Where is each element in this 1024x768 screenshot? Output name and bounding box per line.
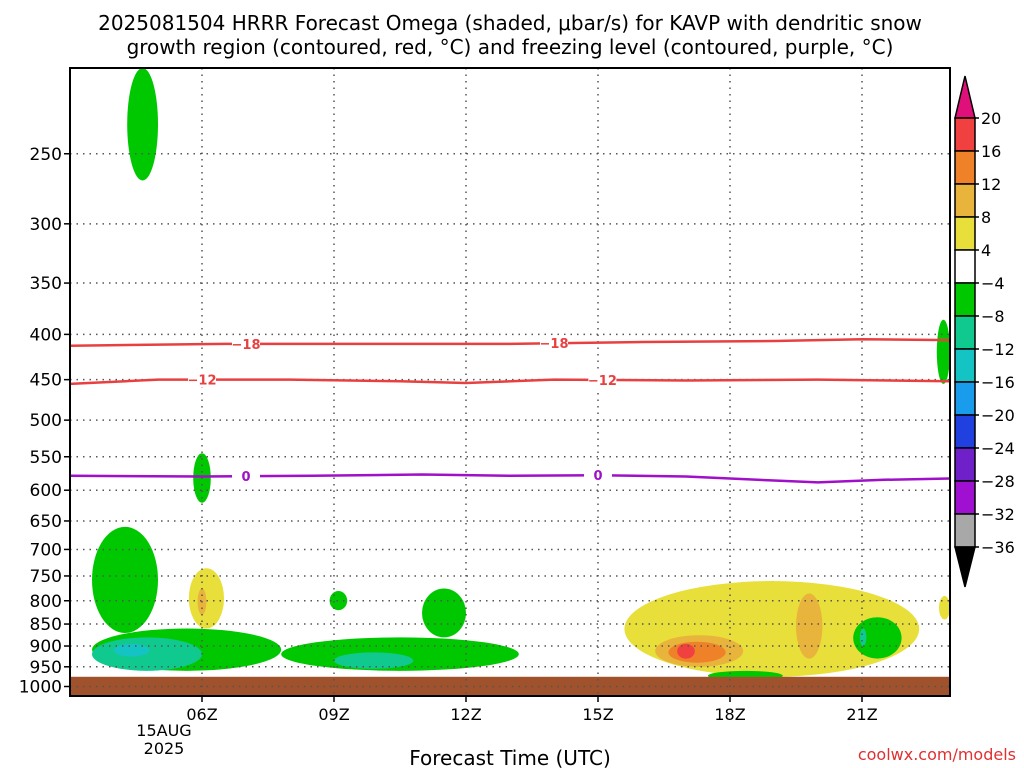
- colorbar-top-arrow: [954, 75, 976, 119]
- contour-label--12: −12: [188, 374, 217, 389]
- x-tick-label-09Z: 09Z: [318, 705, 349, 724]
- date-label-day: 15AUG: [136, 721, 191, 740]
- colorbar-label: 4: [981, 241, 991, 260]
- omega-region-16: [677, 643, 695, 659]
- x-tick-label-06Z: 06Z: [186, 705, 217, 724]
- contour-label--12: −12: [588, 374, 617, 389]
- chart-title-line2: growth region (contoured, red, °C) and f…: [127, 35, 894, 59]
- y-tick-label-950: 950: [30, 658, 62, 678]
- y-tick-label-700: 700: [30, 540, 62, 560]
- y-tick-label-350: 350: [30, 274, 62, 294]
- plot-frame: [69, 67, 951, 697]
- x-tick-label-18Z: 18Z: [714, 705, 745, 724]
- omega-region-2: [92, 526, 158, 633]
- y-tick-label-900: 900: [30, 637, 62, 657]
- omega-region-15: [668, 641, 726, 663]
- y-tick-label-450: 450: [30, 371, 62, 391]
- y-tick-label-500: 500: [30, 411, 62, 431]
- x-tick-label-15Z: 15Z: [582, 705, 613, 724]
- x-axis-title: Forecast Time (UTC): [409, 746, 611, 768]
- chart-title-line1: 2025081504 HRRR Forecast Omega (shaded, …: [98, 11, 922, 35]
- colorbar-band-4_8: [954, 216, 976, 251]
- y-tick-label-850: 850: [30, 615, 62, 635]
- y-tick-label-800: 800: [30, 592, 62, 612]
- colorbar-band-m20_m16: [954, 381, 976, 416]
- colorbar-band-16_20: [954, 117, 976, 152]
- y-tick-label-750: 750: [30, 567, 62, 587]
- y-tick-label-550: 550: [30, 448, 62, 468]
- y-tick-label-250: 250: [30, 145, 62, 165]
- omega-shading: [92, 68, 951, 681]
- contour-label-bg--12-1: [588, 371, 617, 388]
- colorbar-label: −32: [981, 505, 1015, 524]
- y-tick-label-1000: 1000: [19, 678, 62, 698]
- omega-region-21: [939, 595, 950, 620]
- ground-layer: [70, 676, 950, 696]
- contour-label-bg--12-0: [188, 371, 216, 388]
- colorbar: 20 16 12 8 4 −4 −8 −12 −16 −20 −24 −28 −32 −36: [954, 75, 1015, 588]
- contour-label-bg-0-1: [584, 467, 612, 484]
- colorbar-band-m12_m8: [954, 315, 976, 350]
- contour-label--18: −18: [232, 338, 261, 353]
- plot-area: −18 −18 −12 −12 0 0 250 300 350 400 450 500 550 600 6…: [19, 67, 951, 724]
- omega-region-11: [334, 652, 414, 669]
- colorbar-band-m8_m4: [954, 282, 976, 317]
- ground-fill: [70, 676, 950, 696]
- omega-region-20: [936, 319, 951, 384]
- temperature-contours: −18 −18 −12 −12 0 0: [69, 335, 951, 485]
- colorbar-band-m24_m20: [954, 414, 976, 449]
- colorbar-band-12_16: [954, 150, 976, 185]
- omega-region-17: [853, 617, 902, 659]
- colorbar-label: −16: [981, 373, 1015, 392]
- y-tick-label-600: 600: [30, 481, 62, 501]
- colorbar-label: 8: [981, 208, 991, 227]
- colorbar-band-m36_m32: [954, 513, 976, 548]
- y-tick-label-650: 650: [30, 512, 62, 532]
- colorbar-band-m28_m24: [954, 447, 976, 482]
- date-label-year: 2025: [144, 739, 185, 758]
- omega-region-5: [114, 643, 150, 657]
- colorbar-label: −4: [981, 274, 1005, 293]
- omega-region-6: [188, 568, 224, 629]
- colorbar-label: −20: [981, 406, 1015, 425]
- contour-label--18: −18: [540, 337, 569, 352]
- x-axis-ticks: 06Z 09Z 12Z 15Z 18Z 21Z: [186, 696, 878, 724]
- x-tick-label-12Z: 12Z: [450, 705, 481, 724]
- colorbar-bottom-arrow: [954, 546, 976, 588]
- grid-lines: [70, 68, 950, 696]
- credit-text: coolwx.com/models: [858, 745, 1016, 764]
- contour-label-0: 0: [593, 469, 602, 484]
- colorbar-band-m16_m12: [954, 348, 976, 383]
- omega-region-8: [329, 591, 348, 611]
- colorbar-label: −8: [981, 307, 1005, 326]
- colorbar-label: −24: [981, 439, 1015, 458]
- omega-region-9: [422, 588, 466, 638]
- colorbar-label: −12: [981, 340, 1015, 359]
- y-axis-ticks: 2503003504004505005506006507007508008509…: [19, 145, 70, 698]
- colorbar-band-m32_m28: [954, 480, 976, 515]
- omega-region-14: [796, 593, 823, 659]
- colorbar-label: −28: [981, 472, 1015, 491]
- contour-label-bg-0-0: [232, 468, 260, 485]
- colorbar-label: 16: [981, 142, 1001, 161]
- y-tick-label-400: 400: [30, 325, 62, 345]
- colorbar-label: 12: [981, 175, 1001, 194]
- colorbar-label: 20: [981, 109, 1001, 128]
- omega-region-18: [859, 628, 867, 647]
- y-tick-label-300: 300: [30, 215, 62, 235]
- colorbar-label: −36: [981, 538, 1015, 557]
- contour-label-0: 0: [241, 470, 250, 485]
- colorbar-band-m4_4: [954, 249, 976, 284]
- x-tick-label-21Z: 21Z: [846, 705, 877, 724]
- contour-label-bg--18-0: [232, 335, 260, 352]
- colorbar-band-8_12: [954, 183, 976, 218]
- omega-region-4: [92, 637, 202, 671]
- omega-region-0: [127, 68, 158, 181]
- contour-label-bg--18-1: [540, 335, 568, 352]
